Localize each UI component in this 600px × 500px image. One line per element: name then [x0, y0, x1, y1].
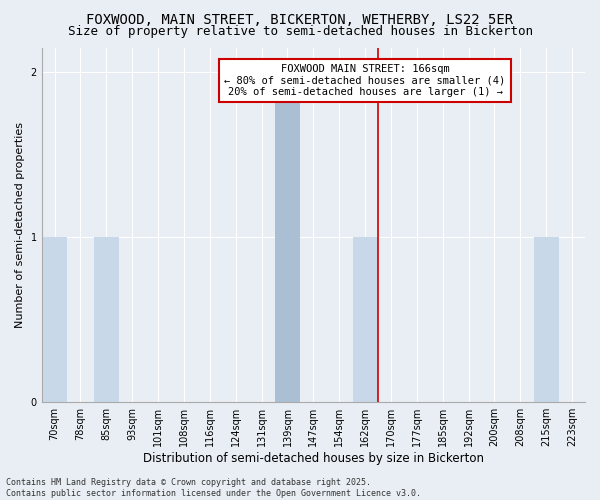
Y-axis label: Number of semi-detached properties: Number of semi-detached properties	[15, 122, 25, 328]
Bar	[533, 237, 559, 402]
Text: FOXWOOD MAIN STREET: 166sqm
← 80% of semi-detached houses are smaller (4)
20% of: FOXWOOD MAIN STREET: 166sqm ← 80% of sem…	[224, 64, 506, 97]
Bar	[42, 237, 67, 402]
X-axis label: Distribution of semi-detached houses by size in Bickerton: Distribution of semi-detached houses by …	[143, 452, 484, 465]
Bar	[94, 237, 119, 402]
Bar	[353, 237, 377, 402]
Text: FOXWOOD, MAIN STREET, BICKERTON, WETHERBY, LS22 5ER: FOXWOOD, MAIN STREET, BICKERTON, WETHERB…	[86, 12, 514, 26]
Bar	[275, 72, 300, 402]
Text: Contains HM Land Registry data © Crown copyright and database right 2025.
Contai: Contains HM Land Registry data © Crown c…	[6, 478, 421, 498]
Text: Size of property relative to semi-detached houses in Bickerton: Size of property relative to semi-detach…	[67, 25, 533, 38]
